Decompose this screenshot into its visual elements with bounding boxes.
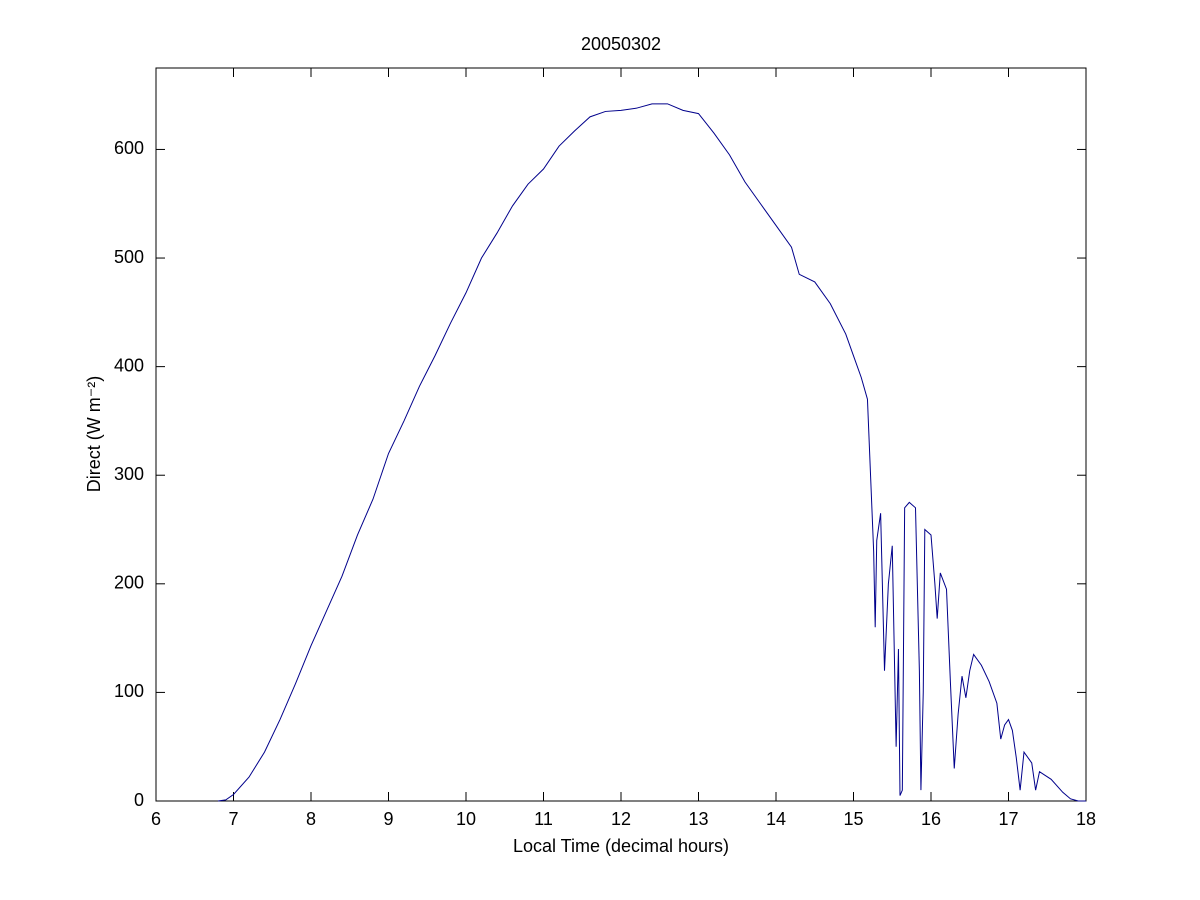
y-tick-label: 400 [114,355,144,375]
x-tick-label: 18 [1076,809,1096,829]
x-tick-label: 13 [688,809,708,829]
x-tick-label: 15 [843,809,863,829]
x-tick-label: 10 [456,809,476,829]
x-axis-label: Local Time (decimal hours) [513,836,729,856]
data-line [217,103,1086,802]
y-axis-label: Direct (W m⁻²) [84,376,104,492]
chart-title: 20050302 [581,34,661,54]
x-tick-label: 11 [534,809,553,829]
x-tick-label: 16 [921,809,941,829]
y-tick-label: 600 [114,138,144,158]
x-tick-label: 14 [766,809,786,829]
x-tick-label: 8 [306,809,316,829]
x-tick-label: 12 [611,809,631,829]
y-tick-label: 0 [134,790,144,810]
axes-box [155,67,1087,802]
y-tick-label: 300 [114,464,144,484]
x-tick-label: 6 [151,809,161,829]
x-tick-label: 9 [383,809,393,829]
x-tick-label: 17 [998,809,1018,829]
y-tick-label: 200 [114,573,144,593]
y-tick-label: 500 [114,247,144,267]
y-tick-label: 100 [114,681,144,701]
x-tick-label: 7 [228,809,238,829]
